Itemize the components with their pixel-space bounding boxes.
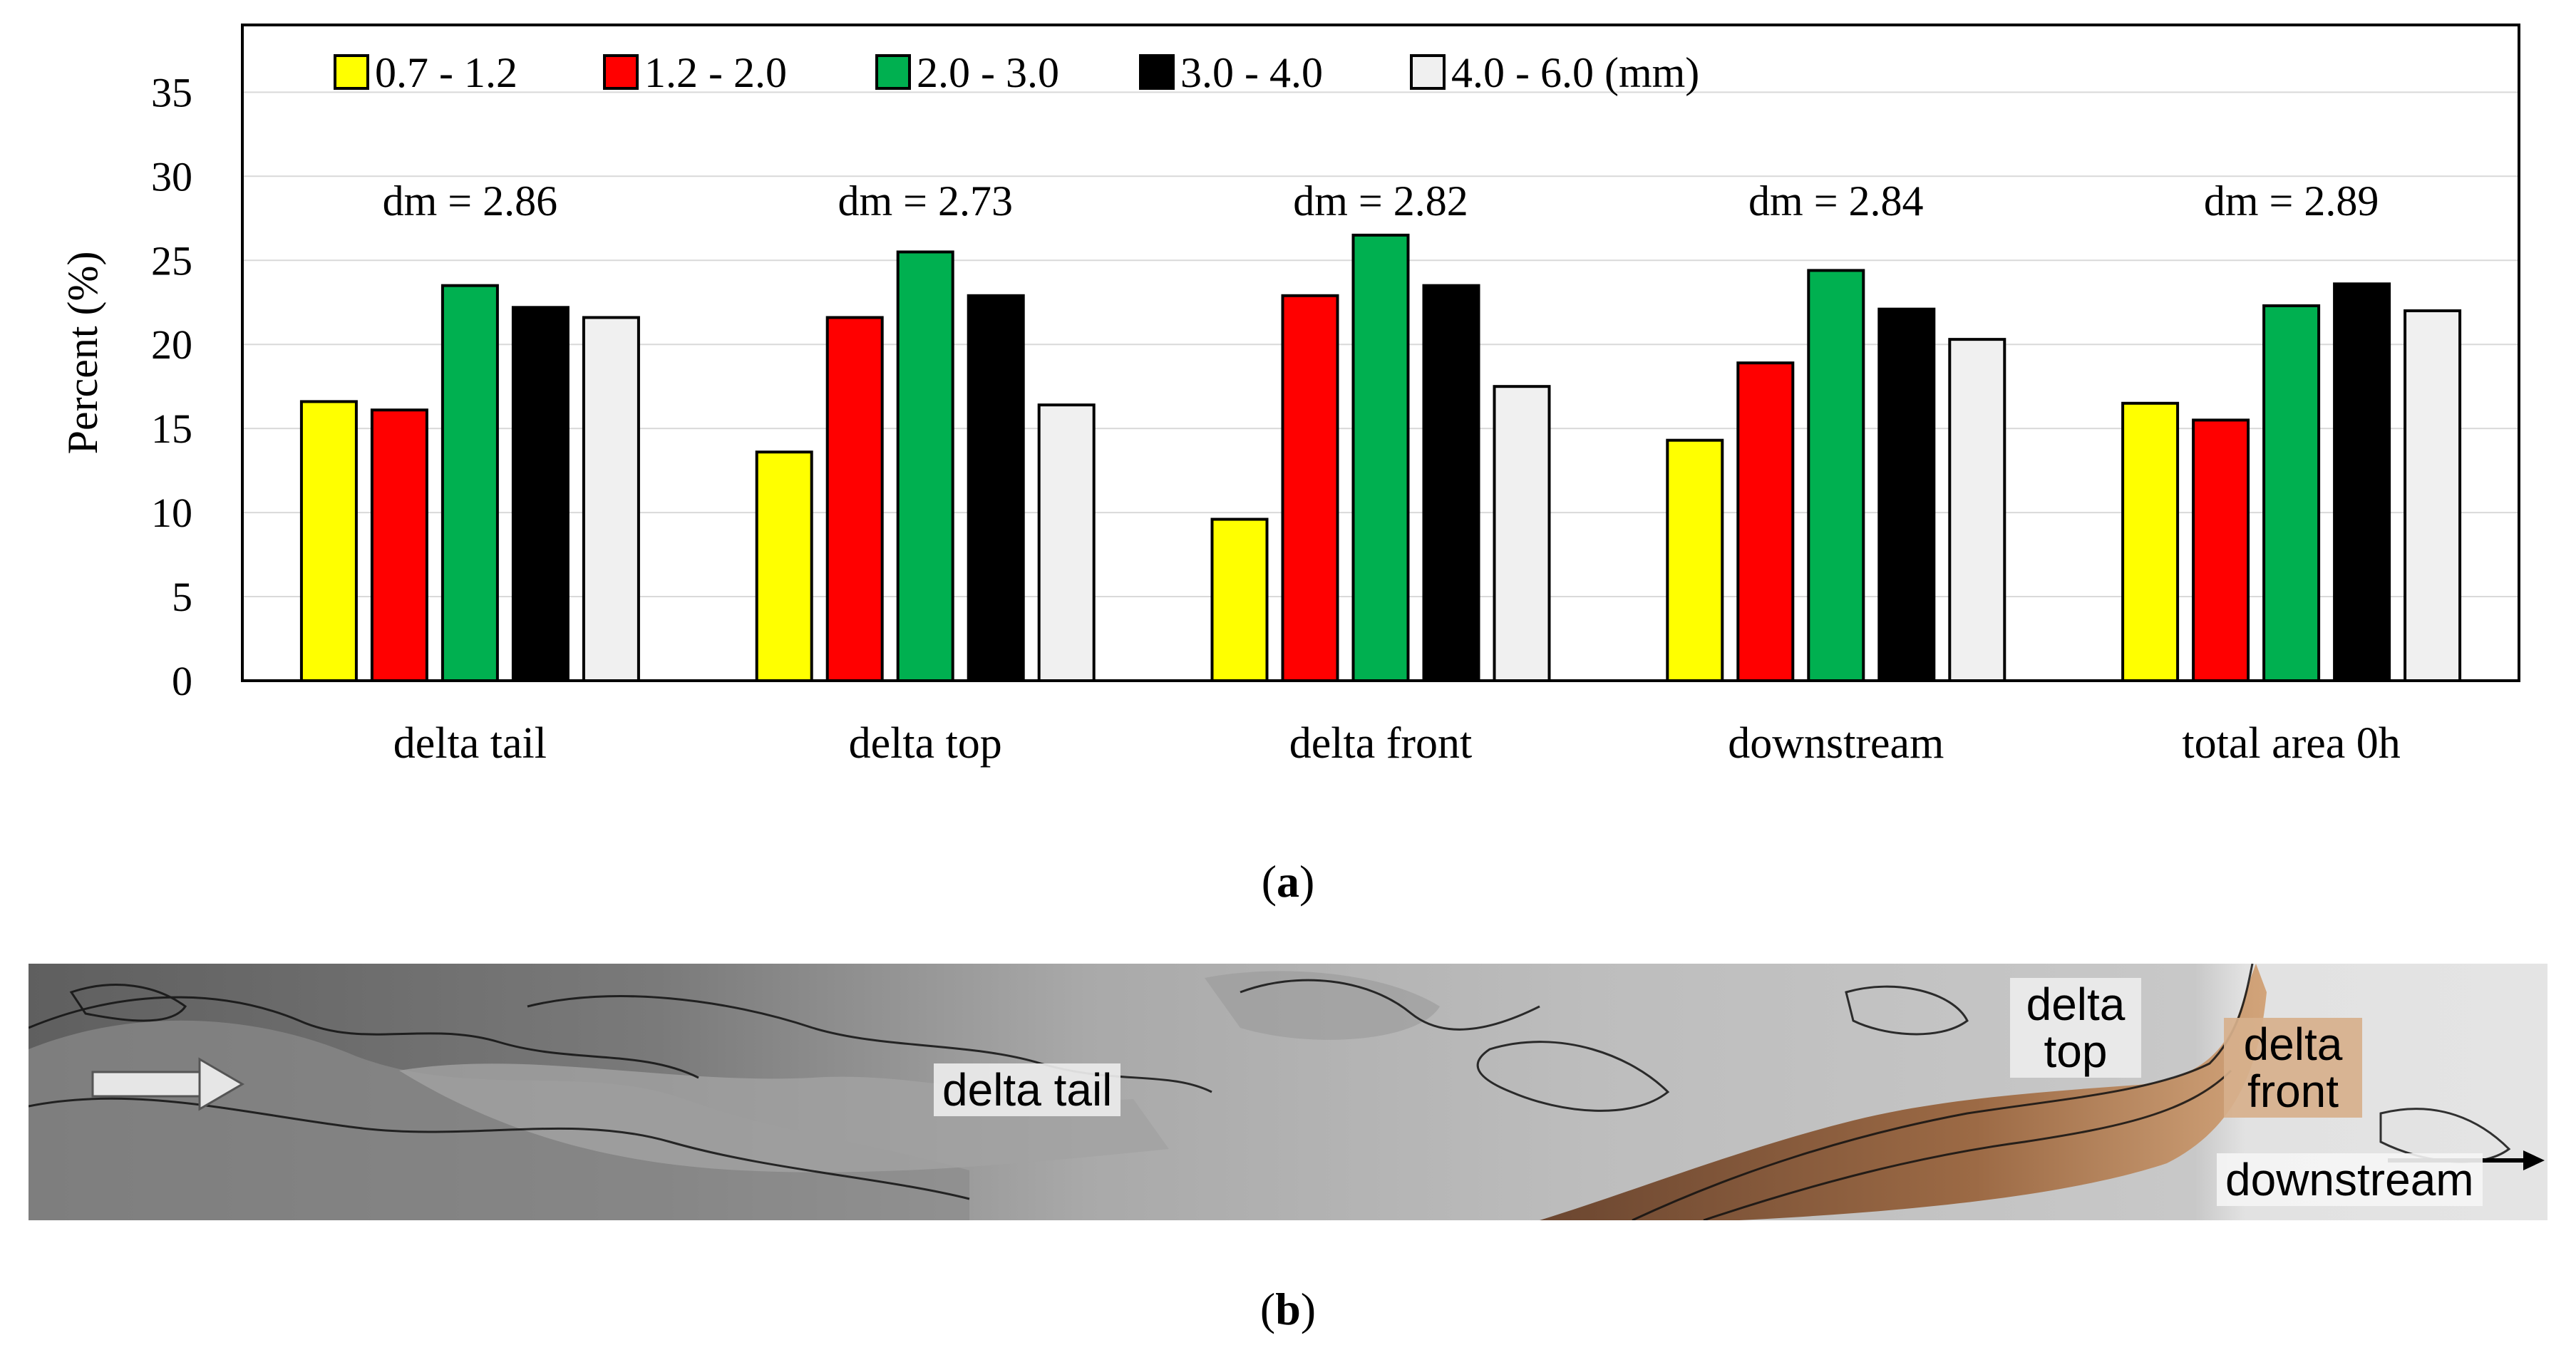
bar-1-1 [299, 400, 358, 683]
dm-annotation: dm = 2.84 [1748, 177, 1924, 225]
bar-3-2 [896, 250, 954, 682]
legend-swatch [1410, 54, 1446, 90]
y-tick-label: 30 [151, 153, 192, 200]
y-tick-label: 5 [172, 574, 192, 620]
bar-4-5 [2333, 282, 2391, 682]
map-deposit [1540, 964, 2267, 1220]
bar-1-2 [755, 450, 813, 683]
delta-map: delta tail delta top delta front downstr… [29, 964, 2547, 1220]
bar-3-5 [2262, 304, 2321, 682]
legend-swatch [1139, 54, 1175, 90]
bar-4-2 [967, 294, 1025, 682]
bar-3-3 [1351, 233, 1410, 683]
x-tick-label: total area 0h [2182, 719, 2400, 768]
bar-5-4 [1948, 338, 2006, 682]
y-tick-label: 35 [151, 69, 192, 115]
dm-annotation: dm = 2.86 [383, 177, 558, 225]
legend-label: 0.7 - 1.2 [375, 49, 517, 96]
map-label-delta-front: delta front [2224, 1018, 2362, 1118]
map-label-delta-top: delta top [2010, 978, 2141, 1078]
legend-swatch [334, 54, 369, 90]
bar-3-1 [441, 284, 499, 682]
legend-swatch [603, 54, 639, 90]
y-tick-label: 10 [151, 490, 192, 536]
bar-2-4 [1736, 361, 1795, 682]
map-label-downstream: downstream [2217, 1153, 2483, 1206]
x-tick-label: delta top [849, 719, 1002, 768]
bar-2-3 [1281, 294, 1339, 682]
y-tick-label: 25 [151, 237, 192, 284]
delta-map-image [29, 964, 2547, 1220]
bar-2-2 [825, 316, 884, 682]
bar-3-4 [1807, 269, 1865, 682]
dm-annotation: dm = 2.89 [2204, 177, 2379, 225]
bar-5-1 [582, 316, 640, 682]
y-tick-label: 20 [151, 321, 192, 368]
caption-b: (b) [1259, 1284, 1317, 1334]
y-axis-label: Percent (%) [59, 252, 106, 455]
bar-1-4 [1666, 438, 1724, 683]
y-tick-label: 0 [172, 658, 192, 704]
bar-5-5 [2404, 309, 2462, 682]
bar-4-3 [1422, 284, 1480, 682]
bar-chart: 0 5 10 15 20 25 30 35 Percent (%) delta tail dm = … [59, 24, 2520, 768]
bar-4-4 [1877, 307, 1936, 682]
bar-1-5 [2121, 401, 2180, 682]
bar-5-3 [1493, 385, 1551, 683]
dm-annotation: dm = 2.73 [838, 177, 1013, 225]
bar-2-1 [370, 408, 428, 682]
bar-4-1 [511, 306, 570, 682]
x-tick-label: downstream [1728, 719, 1944, 768]
x-tick-label: delta front [1289, 719, 1473, 768]
legend-label: 4.0 - 6.0 (mm) [1451, 49, 1699, 96]
caption-a: (a) [1261, 856, 1315, 907]
map-region-mid [1205, 971, 1440, 1040]
map-label-delta-front-text: delta front [2243, 1019, 2343, 1117]
map-label-delta-tail: delta tail [934, 1063, 1121, 1116]
map-label-delta-top-text: delta top [2026, 979, 2126, 1077]
legend-label: 2.0 - 3.0 [917, 49, 1059, 96]
legend-label: 1.2 - 2.0 [644, 49, 787, 96]
bar-2-5 [2192, 418, 2250, 682]
dm-annotation: dm = 2.82 [1293, 177, 1468, 225]
bar-5-2 [1037, 403, 1096, 683]
x-tick-label: delta tail [393, 719, 547, 768]
plot-frame [241, 24, 2520, 682]
caption-b-letter: b [1275, 1284, 1301, 1334]
legend-swatch [875, 54, 911, 90]
caption-a-letter: a [1277, 856, 1299, 907]
flow-arrow [91, 1057, 244, 1111]
legend-label: 3.0 - 4.0 [1180, 49, 1323, 96]
bar-1-3 [1210, 517, 1269, 682]
y-tick-label: 15 [151, 406, 192, 452]
